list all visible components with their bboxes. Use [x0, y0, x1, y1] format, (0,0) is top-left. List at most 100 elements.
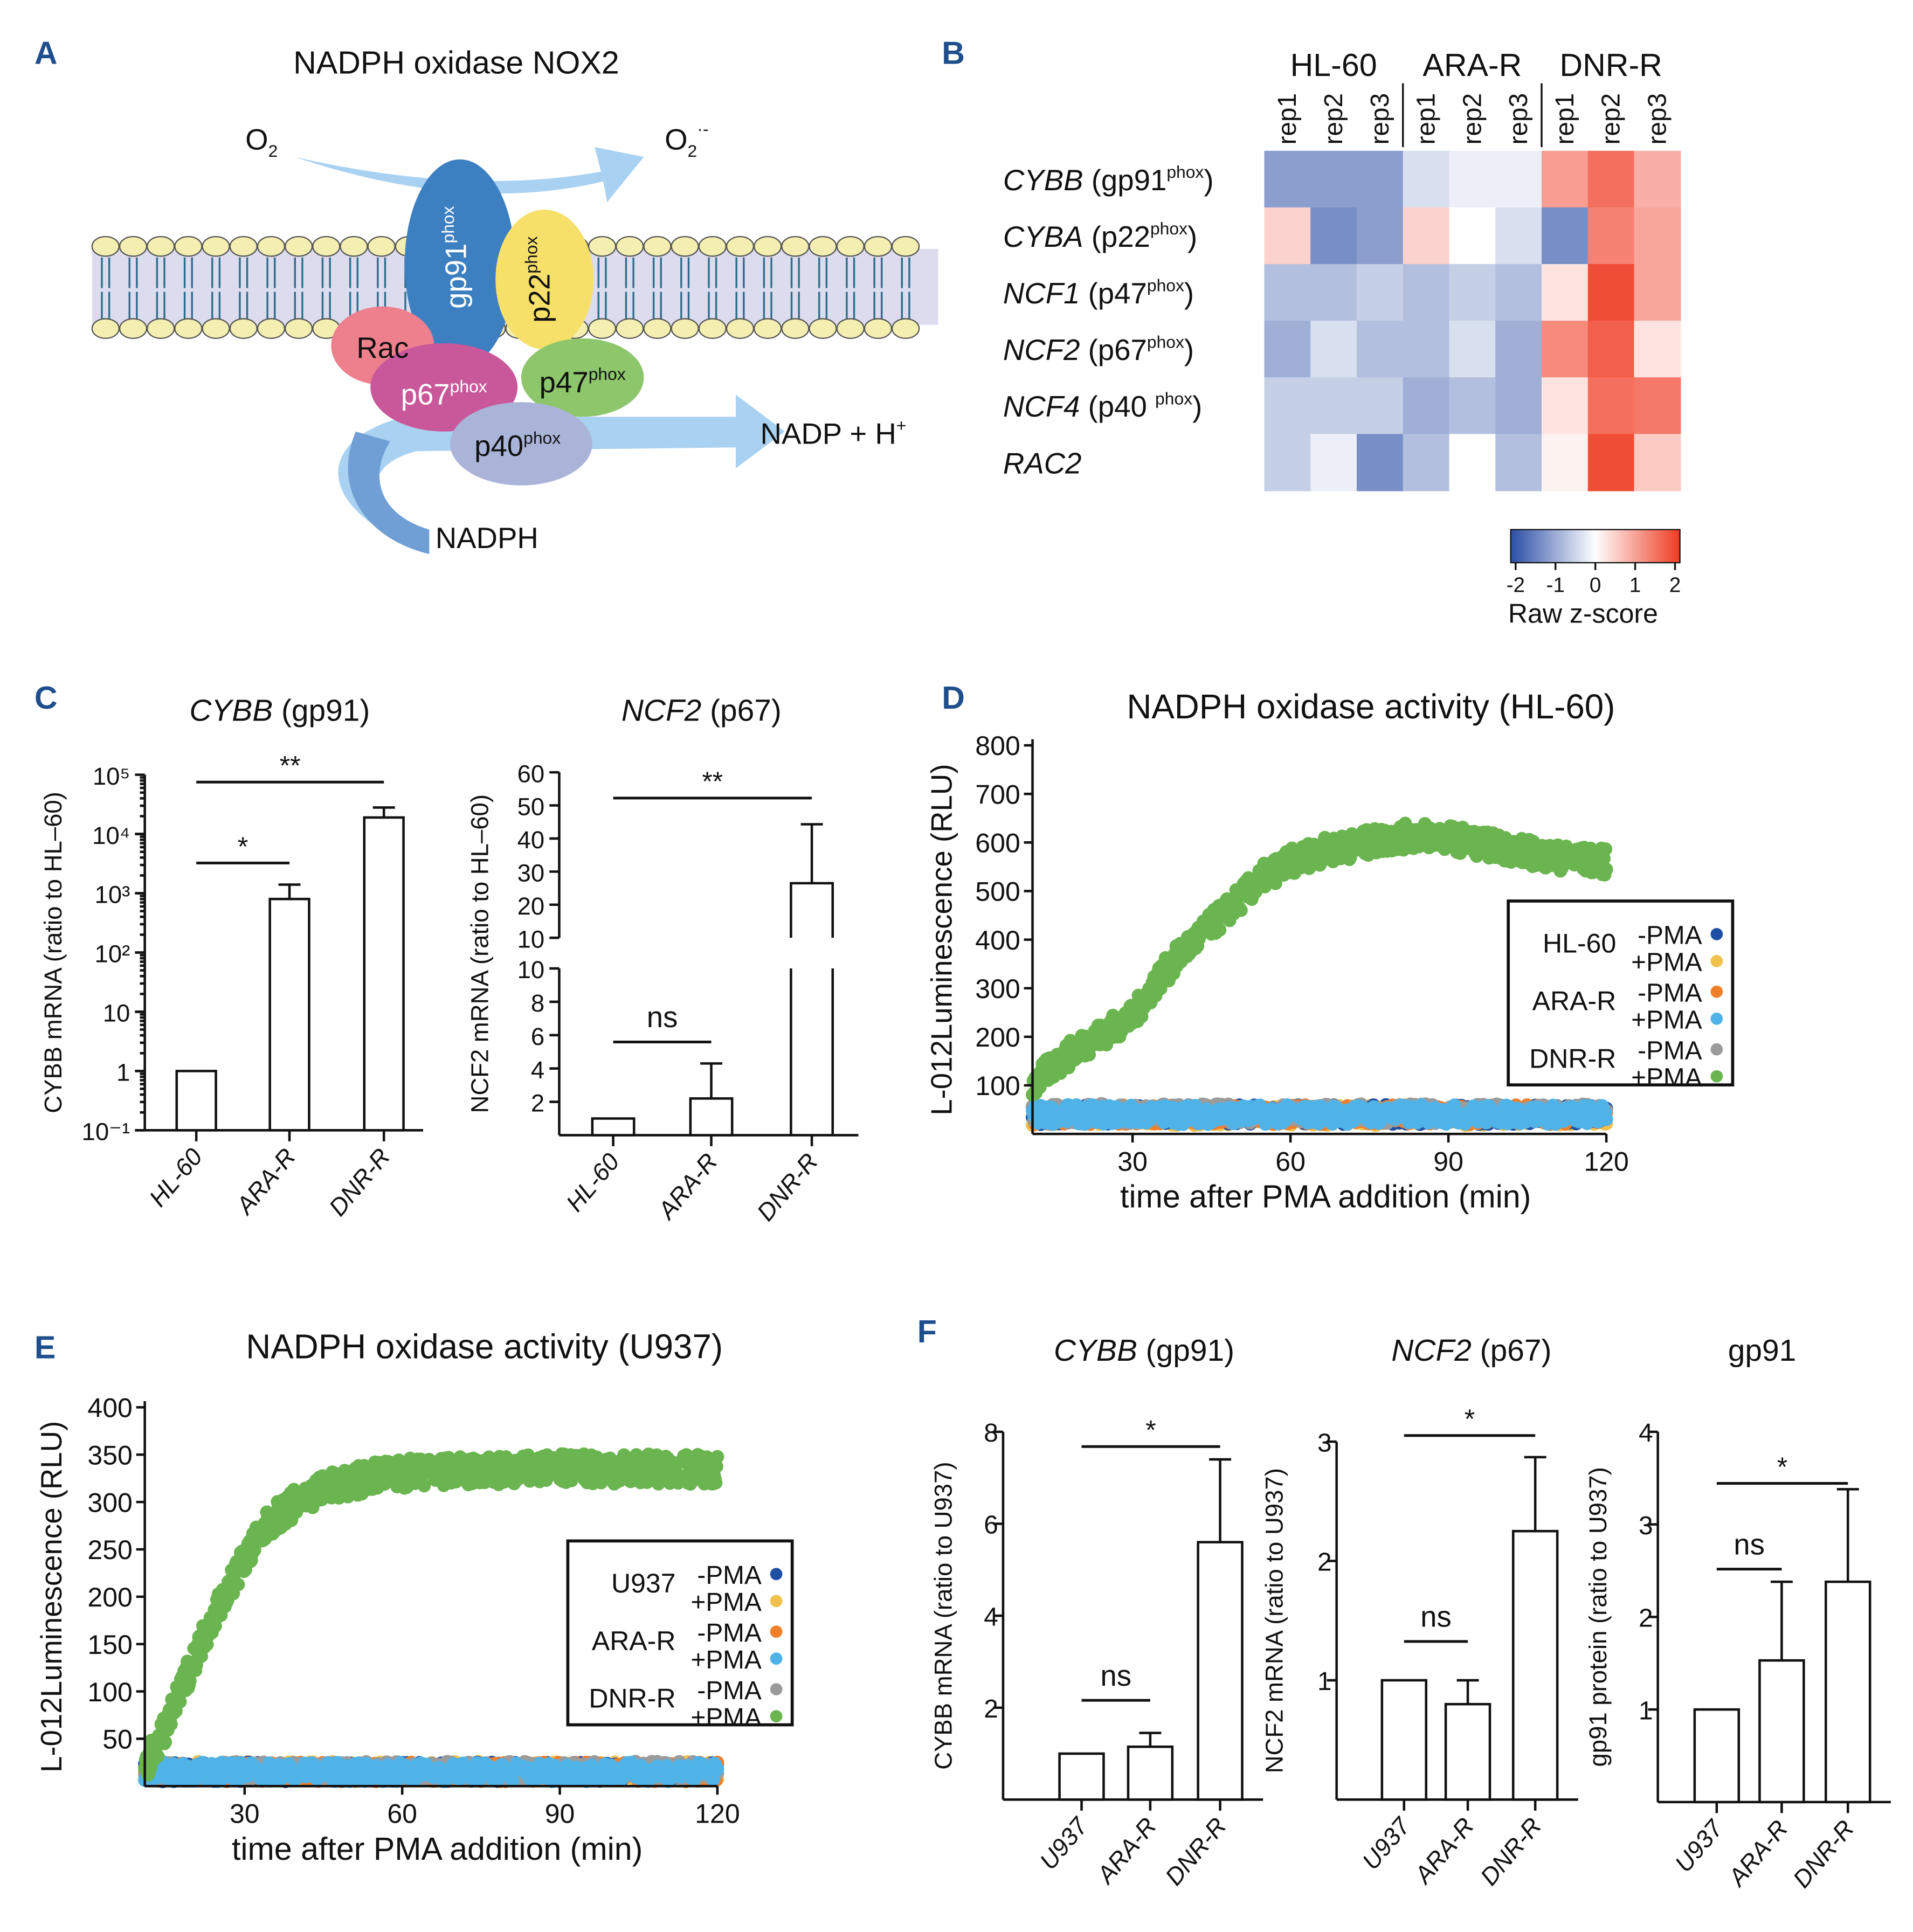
significance-label: *	[238, 832, 248, 862]
legend-marker	[1710, 1043, 1723, 1056]
heatmap-column-label: rep1	[1412, 93, 1441, 145]
colorbar-tick-label: 0	[1590, 574, 1601, 597]
panel-letter-a: A	[34, 34, 58, 71]
heatmap-cell	[1449, 434, 1496, 491]
category-label: DNR-R	[751, 1148, 823, 1226]
lipid-head	[147, 318, 175, 339]
y-tick-label: 50	[517, 793, 545, 821]
lipid-head	[864, 236, 893, 257]
lipid-head	[698, 318, 727, 339]
heatmap-row-label: NCF4 (p40 phox)	[1003, 389, 1202, 423]
lipid-head	[643, 236, 672, 257]
heatmap-cell	[1634, 264, 1681, 322]
chart-title: CYBB (gp91)	[189, 694, 370, 728]
subunit-gp91-shape	[404, 159, 515, 368]
y-tick-label: 10⁴	[92, 822, 130, 849]
subunit-p67-label: p67phox	[401, 377, 487, 411]
y-tick-label: 10	[517, 956, 545, 984]
lipid-head	[671, 236, 699, 257]
category-label: ARA-R	[652, 1148, 723, 1225]
text-span: (p22	[1083, 220, 1150, 253]
text-span: 2	[268, 141, 278, 161]
error-bar	[278, 883, 301, 899]
text-span: NCF4	[1003, 390, 1080, 423]
text-span: )	[1204, 164, 1213, 197]
heatmap-cell	[1403, 377, 1450, 435]
lipid-head	[588, 318, 617, 339]
lipid-head	[891, 236, 920, 257]
heatmap-cell	[1264, 264, 1311, 322]
text-span: p40	[474, 430, 523, 462]
nadp-label: NADP + H+	[761, 416, 907, 451]
legend-marker	[1710, 985, 1723, 998]
text-span: )	[1184, 334, 1194, 366]
category-label: HL-60	[561, 1148, 625, 1217]
heatmap-cell	[1449, 377, 1496, 435]
colorbar-tick-label: 2	[1669, 574, 1681, 597]
heatmap-cell	[1495, 207, 1543, 265]
panel-letters: A BC DE F	[34, 34, 965, 1365]
subunit-p40-label: p40phox	[474, 428, 561, 462]
text-span: (p47	[1080, 277, 1147, 310]
legend-box	[1507, 899, 1735, 1086]
heatmap-column-label: rep1	[1273, 93, 1302, 145]
heatmap-cell	[1587, 377, 1635, 435]
significance-label: **	[280, 751, 301, 781]
chart-title: NADPH oxidase activity (U937)	[246, 1327, 723, 1366]
text-span: )	[1187, 220, 1197, 253]
colorbar-tick-label: -1	[1546, 574, 1565, 597]
heatmap-cell	[1634, 321, 1681, 378]
heatmap-cell	[1495, 321, 1543, 378]
significance-label: **	[702, 766, 723, 797]
nadph-arrow-tail	[348, 431, 430, 555]
legend-item-label: -PMA	[1638, 922, 1702, 950]
superoxide-label: O2·-	[665, 119, 708, 161]
lipid-head	[367, 236, 396, 257]
bar	[689, 1097, 734, 1137]
subunit-p22-shape	[495, 209, 594, 350]
lipid-head	[698, 236, 727, 257]
subunit-p22-label: p22phox	[522, 237, 556, 323]
legend-marker	[1710, 927, 1723, 940]
lipid-head	[781, 236, 810, 257]
subunit-gp91-label: gp91phox	[438, 206, 473, 309]
heatmap-column-label: rep3	[1504, 93, 1533, 145]
heatmap-cell	[1587, 150, 1635, 209]
y-tick-label: 4	[531, 1056, 544, 1084]
lipid-head	[340, 236, 368, 257]
lipid-head	[781, 318, 810, 339]
legend-group-label: HL-60	[1543, 928, 1616, 958]
text-span: NADP + H	[761, 417, 896, 450]
error-bar	[800, 823, 823, 883]
text-span: (p67	[1080, 334, 1147, 366]
heatmap-cell	[1495, 150, 1543, 209]
bar	[175, 1070, 217, 1132]
subunit-rac-label: Rac	[356, 331, 409, 364]
colorbar	[1510, 529, 1681, 564]
legend-marker	[1710, 1012, 1723, 1025]
heatmap-cell	[1356, 264, 1404, 322]
category-label: DNR-R	[323, 1143, 395, 1221]
legend-marker	[1710, 1070, 1723, 1083]
series-dnr-r-pma	[1026, 816, 1613, 1102]
lipid-head	[312, 236, 341, 257]
legend-marker	[1710, 955, 1723, 967]
lipid-head	[229, 236, 258, 257]
heatmap-cell	[1264, 434, 1311, 491]
heatmap-cell	[1587, 434, 1635, 491]
x-tick-label: 90	[1433, 1146, 1463, 1176]
lipid-head	[257, 236, 286, 257]
subunit-p67-shape	[370, 343, 518, 432]
text-span: (gp91	[1083, 164, 1167, 197]
heatmap-cell	[1356, 207, 1404, 265]
x-tick-label: 30	[1117, 1146, 1148, 1176]
panel-e-u937-scatter: NADPH oxidase activity (U937)time after …	[35, 1327, 794, 1867]
text-span: (p67)	[701, 694, 782, 728]
text-span: CYBB	[189, 694, 273, 728]
text-span: ·-	[697, 119, 708, 139]
subunit-p40-shape	[450, 402, 592, 486]
text-span: phox	[450, 377, 487, 396]
significance-label: ns	[647, 1001, 678, 1034]
heatmap-row-label: CYBA (p22phox)	[1003, 219, 1197, 253]
